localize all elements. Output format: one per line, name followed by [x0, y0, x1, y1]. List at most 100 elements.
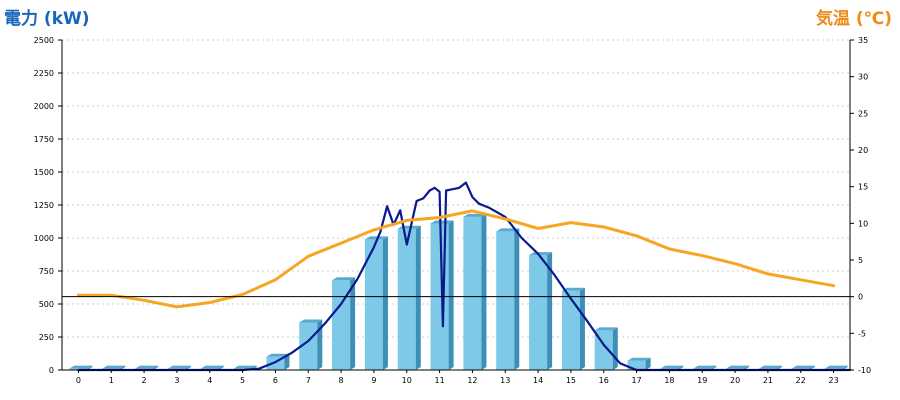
x-tick-label: 23: [828, 376, 838, 385]
bar-top: [364, 236, 388, 240]
temperature-line: [76, 209, 836, 309]
right-tick-label: 35: [858, 36, 868, 45]
bar-side: [284, 353, 290, 370]
axes: [58, 39, 854, 373]
x-tick-label: 15: [566, 376, 576, 385]
x-tick-label: 13: [500, 376, 510, 385]
left-tick-label: 2500: [34, 36, 54, 45]
x-tick-label: 1: [109, 376, 114, 385]
bar: [561, 287, 585, 370]
left-tick-label: 1000: [34, 234, 54, 243]
bar-top: [529, 252, 553, 256]
bar: [332, 277, 356, 370]
x-tick-label: 17: [631, 376, 641, 385]
bar-front: [529, 255, 548, 370]
x-tick-label: 10: [402, 376, 412, 385]
x-tick-label: 5: [240, 376, 245, 385]
left-tick-label: 2250: [34, 69, 54, 78]
bar-front: [364, 239, 383, 370]
bar-side: [415, 225, 421, 370]
x-tick-label: 7: [306, 376, 311, 385]
bar: [364, 236, 388, 370]
x-tick-label: 14: [533, 376, 543, 385]
x-tick-label: 18: [664, 376, 674, 385]
bar-front: [397, 228, 416, 370]
x-tick-label: 3: [174, 376, 179, 385]
bar-top: [266, 353, 290, 357]
bar: [397, 225, 421, 370]
left-tick-label: 0: [49, 366, 54, 375]
left-tick-label: 500: [39, 300, 54, 309]
right-tick-label: 25: [858, 109, 868, 118]
bar-top: [824, 365, 848, 369]
bar-top: [430, 220, 454, 224]
x-tick-label: 2: [142, 376, 147, 385]
bar-front: [299, 322, 318, 370]
bar-top: [200, 365, 224, 369]
bar-side: [350, 277, 356, 370]
bar-side: [547, 252, 553, 370]
bar-front: [496, 231, 515, 370]
bar-top: [726, 365, 750, 369]
bar-side: [448, 220, 454, 370]
right-tick-label: 0: [858, 293, 863, 302]
bar-top: [594, 327, 618, 331]
bar-top: [627, 357, 651, 361]
bar-top: [69, 365, 93, 369]
x-tick-label: 20: [730, 376, 740, 385]
x-tick-label: 19: [697, 376, 707, 385]
right-tick-label: 5: [858, 256, 863, 265]
bar-series: [69, 213, 848, 370]
bar-top: [758, 365, 782, 369]
bar-top: [135, 365, 159, 369]
bar-front: [463, 216, 482, 370]
bar-front: [594, 330, 613, 370]
left-tick-label: 1750: [34, 135, 54, 144]
x-tick-label: 22: [796, 376, 806, 385]
left-tick-label: 1500: [34, 168, 54, 177]
bar-side: [514, 228, 520, 370]
x-tick-label: 4: [207, 376, 212, 385]
right-tick-label: 20: [858, 146, 868, 155]
line-series: [76, 181, 852, 372]
bar-top: [167, 365, 191, 369]
right-tick-label: 30: [858, 73, 868, 82]
right-tick-label: 15: [858, 183, 868, 192]
bar-side: [612, 327, 618, 370]
bar-side: [317, 319, 323, 370]
bar-front: [332, 280, 351, 370]
bar-top: [299, 319, 323, 323]
left-tick-label: 1250: [34, 201, 54, 210]
x-tick-label: 12: [467, 376, 477, 385]
bar-top: [561, 287, 585, 291]
bar-top: [463, 213, 487, 217]
bar-top: [693, 365, 717, 369]
x-tick-label: 6: [273, 376, 278, 385]
right-axis-title: 気温 (℃): [815, 9, 892, 29]
bar: [463, 213, 487, 370]
x-tick-label: 11: [434, 376, 444, 385]
bar: [299, 319, 323, 370]
right-tick-label: -10: [858, 366, 871, 375]
power-line: [77, 181, 852, 372]
bar-side: [481, 213, 487, 370]
x-tick-label: 8: [339, 376, 344, 385]
bar: [496, 228, 520, 370]
x-tick-label: 21: [763, 376, 773, 385]
bar-front: [561, 290, 580, 370]
bar-side: [579, 287, 585, 370]
right-tick-label: 10: [858, 219, 868, 228]
bar-front: [627, 360, 646, 370]
left-tick-label: 250: [39, 333, 54, 342]
tick-labels: 02505007501000125015001750200022502500-1…: [34, 36, 871, 385]
bar: [529, 252, 553, 370]
x-tick-label: 16: [599, 376, 609, 385]
right-tick-label: -5: [858, 329, 866, 338]
bar-top: [332, 277, 356, 281]
x-tick-label: 9: [371, 376, 376, 385]
x-tick-label: 0: [76, 376, 81, 385]
bar-top: [233, 365, 257, 369]
bar-top: [791, 365, 815, 369]
bar-side: [382, 236, 388, 370]
